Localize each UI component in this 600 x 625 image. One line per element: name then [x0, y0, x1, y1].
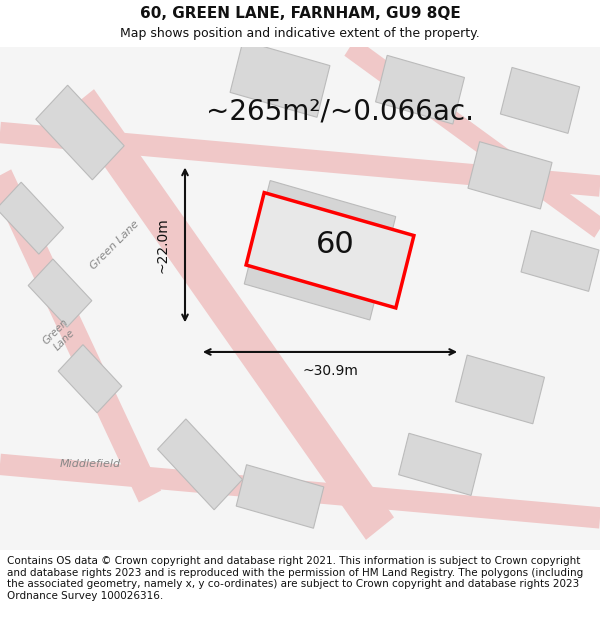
Polygon shape: [0, 169, 161, 502]
Polygon shape: [28, 259, 92, 327]
Text: ~265m²/~0.066ac.: ~265m²/~0.066ac.: [206, 97, 474, 125]
Polygon shape: [58, 344, 122, 412]
Text: Green Lane: Green Lane: [89, 219, 142, 271]
Polygon shape: [376, 56, 464, 124]
Polygon shape: [468, 142, 552, 209]
Polygon shape: [236, 465, 324, 528]
Polygon shape: [230, 41, 330, 118]
Polygon shape: [66, 89, 394, 540]
Polygon shape: [455, 355, 544, 424]
Text: ~30.9m: ~30.9m: [302, 364, 358, 378]
Polygon shape: [0, 454, 600, 529]
Polygon shape: [246, 192, 414, 308]
Polygon shape: [398, 433, 481, 496]
Polygon shape: [500, 68, 580, 133]
Polygon shape: [244, 181, 396, 320]
Polygon shape: [158, 419, 242, 510]
Text: 60, GREEN LANE, FARNHAM, GU9 8QE: 60, GREEN LANE, FARNHAM, GU9 8QE: [140, 6, 460, 21]
Polygon shape: [0, 182, 64, 254]
Text: Middlefield: Middlefield: [59, 459, 121, 469]
Polygon shape: [36, 85, 124, 180]
Polygon shape: [344, 38, 600, 238]
Text: Contains OS data © Crown copyright and database right 2021. This information is : Contains OS data © Crown copyright and d…: [7, 556, 583, 601]
Text: Map shows position and indicative extent of the property.: Map shows position and indicative extent…: [120, 28, 480, 40]
Polygon shape: [521, 231, 599, 291]
Polygon shape: [0, 122, 600, 197]
Text: Green
Lane: Green Lane: [41, 317, 79, 355]
Text: ~22.0m: ~22.0m: [156, 217, 170, 272]
Text: 60: 60: [316, 231, 355, 259]
